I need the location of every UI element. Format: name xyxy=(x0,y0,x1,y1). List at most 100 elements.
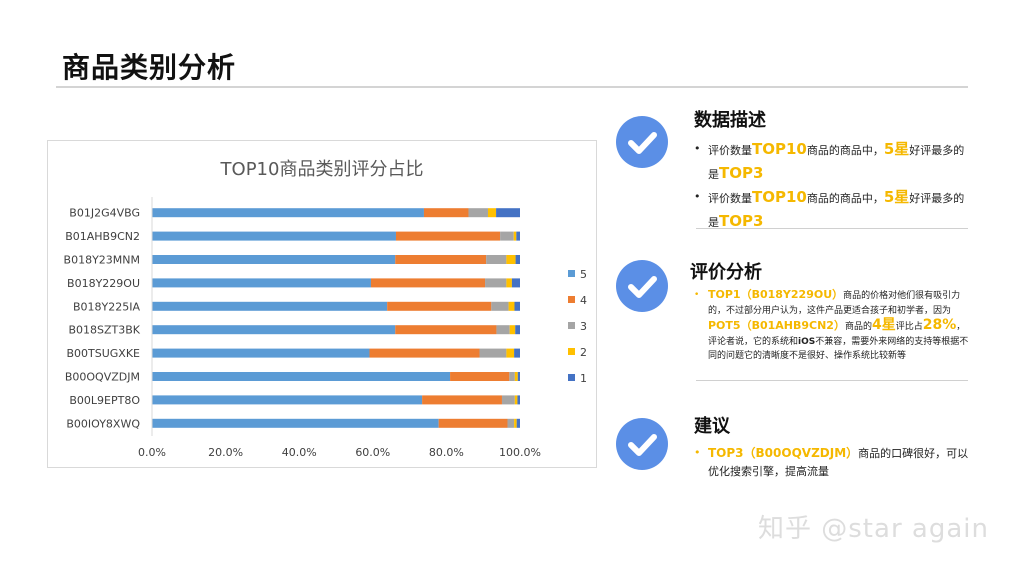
bar-segment-4 xyxy=(387,301,492,311)
category-label: B00OQVZDJM xyxy=(65,371,140,384)
bar-segment-1 xyxy=(514,301,520,311)
category-label: B00L9EPT8O xyxy=(69,394,140,407)
category-label: B01J2G4VBG xyxy=(69,207,140,220)
bullet-item: • TOP1（B018Y229OU）商品的价格对他们很有吸引力的，不过部分用户认… xyxy=(694,288,969,361)
legend-label-5: 5 xyxy=(580,268,587,281)
bar-segment-1 xyxy=(496,208,520,218)
bar-segment-5 xyxy=(152,325,396,335)
watermark: 知乎 @star again xyxy=(758,514,989,544)
section-divider xyxy=(696,380,968,381)
section-body: • TOP1（B018Y229OU）商品的价格对他们很有吸引力的，不过部分用户认… xyxy=(694,288,970,364)
bullet-item: • TOP3（B00OQVZDJM）商品的口碑很好，可以优化搜索引擎，提高流量 xyxy=(694,446,969,478)
bar-segment-3 xyxy=(491,301,509,311)
bar-segment-1 xyxy=(516,231,520,241)
bar-segment-3 xyxy=(507,418,515,428)
legend-swatch-4 xyxy=(568,296,575,303)
bar-segment-2 xyxy=(509,325,516,335)
bar-segment-1 xyxy=(516,418,520,428)
bar-segment-5 xyxy=(152,278,371,288)
section-heading: 数据描述 xyxy=(694,110,766,131)
bar-segment-3 xyxy=(485,278,507,288)
category-label: B018Y225IA xyxy=(73,300,141,313)
section-heading: 建议 xyxy=(694,416,730,437)
bar-segment-1 xyxy=(511,278,520,288)
bar-segment-4 xyxy=(395,325,497,335)
section-body: • TOP3（B00OQVZDJM）商品的口碑很好，可以优化搜索引擎，提高流量 xyxy=(694,444,970,481)
x-tick-label: 40.0% xyxy=(282,446,317,459)
legend-swatch-1 xyxy=(568,374,575,381)
bar-segment-2 xyxy=(514,395,518,405)
bar-segment-5 xyxy=(152,231,396,241)
bullet-dot: • xyxy=(694,142,701,155)
category-label: B018Y23MNM xyxy=(64,254,140,267)
category-label: B01AHB9CN2 xyxy=(65,230,140,243)
legend-swatch-5 xyxy=(568,270,575,277)
section-divider xyxy=(696,228,968,229)
stacked-bar-chart: B01J2G4VBG B01AHB9CN2 B018Y23MNM B018Y229OU… xyxy=(64,197,587,459)
legend-label-2: 2 xyxy=(580,346,587,359)
bar-segment-4 xyxy=(369,348,480,358)
bar-segment-4 xyxy=(450,372,510,381)
bar-segment-1 xyxy=(517,372,520,381)
bar-segment-3 xyxy=(509,372,515,381)
legend-label-4: 4 xyxy=(580,294,587,307)
bar-segment-2 xyxy=(514,418,517,428)
bar-segment-4 xyxy=(395,231,501,241)
title-divider xyxy=(56,86,968,88)
check-circle-icon xyxy=(616,116,668,168)
x-tick-label: 80.0% xyxy=(429,446,464,459)
bar-segment-3 xyxy=(479,348,507,358)
category-label: B00TSUGXKE xyxy=(66,347,140,360)
bar-segment-1 xyxy=(514,348,520,358)
legend-swatch-3 xyxy=(568,322,575,329)
bar-segment-5 xyxy=(152,395,423,405)
bar-segment-4 xyxy=(422,395,502,405)
bar-segment-2 xyxy=(506,255,516,264)
bar-segment-2 xyxy=(513,231,517,241)
category-label: B018Y229OU xyxy=(67,277,140,290)
bar-segment-4 xyxy=(438,418,508,428)
bar-segment-3 xyxy=(496,325,510,335)
bar-segment-2 xyxy=(508,301,515,311)
page-title: 商品类别分析 xyxy=(62,51,237,84)
bar-segment-5 xyxy=(152,418,439,428)
bullet-dot: • xyxy=(694,446,701,459)
chart-title: TOP10商品类别评分占比 xyxy=(220,159,424,180)
bullet-item: • 评价数量TOP10商品的商品中，5星好评最多的是TOP3 xyxy=(694,140,965,182)
bar-segment-5 xyxy=(152,208,424,218)
bar-segment-1 xyxy=(517,395,520,405)
check-circle-icon xyxy=(616,260,668,312)
bar-segment-1 xyxy=(515,325,520,335)
section-data-description: 数据描述 • 评价数量TOP10商品的商品中，5星好评最多的是TOP3 • 评价… xyxy=(616,106,972,232)
bullet-dot: • xyxy=(694,190,701,203)
bar-segment-2 xyxy=(506,348,515,358)
bullet-item: • 评价数量TOP10商品的商品中，5星好评最多的是TOP3 xyxy=(694,188,965,230)
bar-segment-4 xyxy=(423,208,469,218)
bar-segment-4 xyxy=(370,278,486,288)
legend-label-3: 3 xyxy=(580,320,587,333)
bar-segment-3 xyxy=(468,208,488,218)
bar-segment-3 xyxy=(500,231,514,241)
x-tick-label: 100.0% xyxy=(499,446,541,459)
bullet-dot: • xyxy=(694,290,700,300)
bar-segment-5 xyxy=(152,372,451,381)
bar-segment-3 xyxy=(501,395,515,405)
bar-segment-3 xyxy=(486,255,507,264)
x-tick-label: 20.0% xyxy=(208,446,243,459)
bar-segment-2 xyxy=(487,208,497,218)
legend-swatch-2 xyxy=(568,348,575,355)
bar-segment-5 xyxy=(152,348,370,358)
section-rating-analysis: 评价分析 • TOP1（B018Y229OU）商品的价格对他们很有吸引力的，不过… xyxy=(616,258,972,382)
bar-segment-2 xyxy=(506,278,512,288)
category-label: B00IOY8XWQ xyxy=(66,417,140,430)
bar-segment-1 xyxy=(515,255,520,264)
legend-label-1: 1 xyxy=(580,372,587,385)
category-label: B018SZT3BK xyxy=(68,324,140,337)
section-suggestion: 建议 • TOP3（B00OQVZDJM）商品的口碑很好，可以优化搜索引擎，提高… xyxy=(616,412,972,492)
bar-segment-5 xyxy=(152,301,388,311)
bar-segment-5 xyxy=(152,255,396,264)
bar-segment-4 xyxy=(395,255,487,264)
section-heading: 评价分析 xyxy=(690,262,762,283)
x-tick-label: 60.0% xyxy=(355,446,390,459)
chart-panel: TOP10商品类别评分占比 B01J2G4VBG B01AHB9CN2 B018Y2… xyxy=(47,140,597,468)
